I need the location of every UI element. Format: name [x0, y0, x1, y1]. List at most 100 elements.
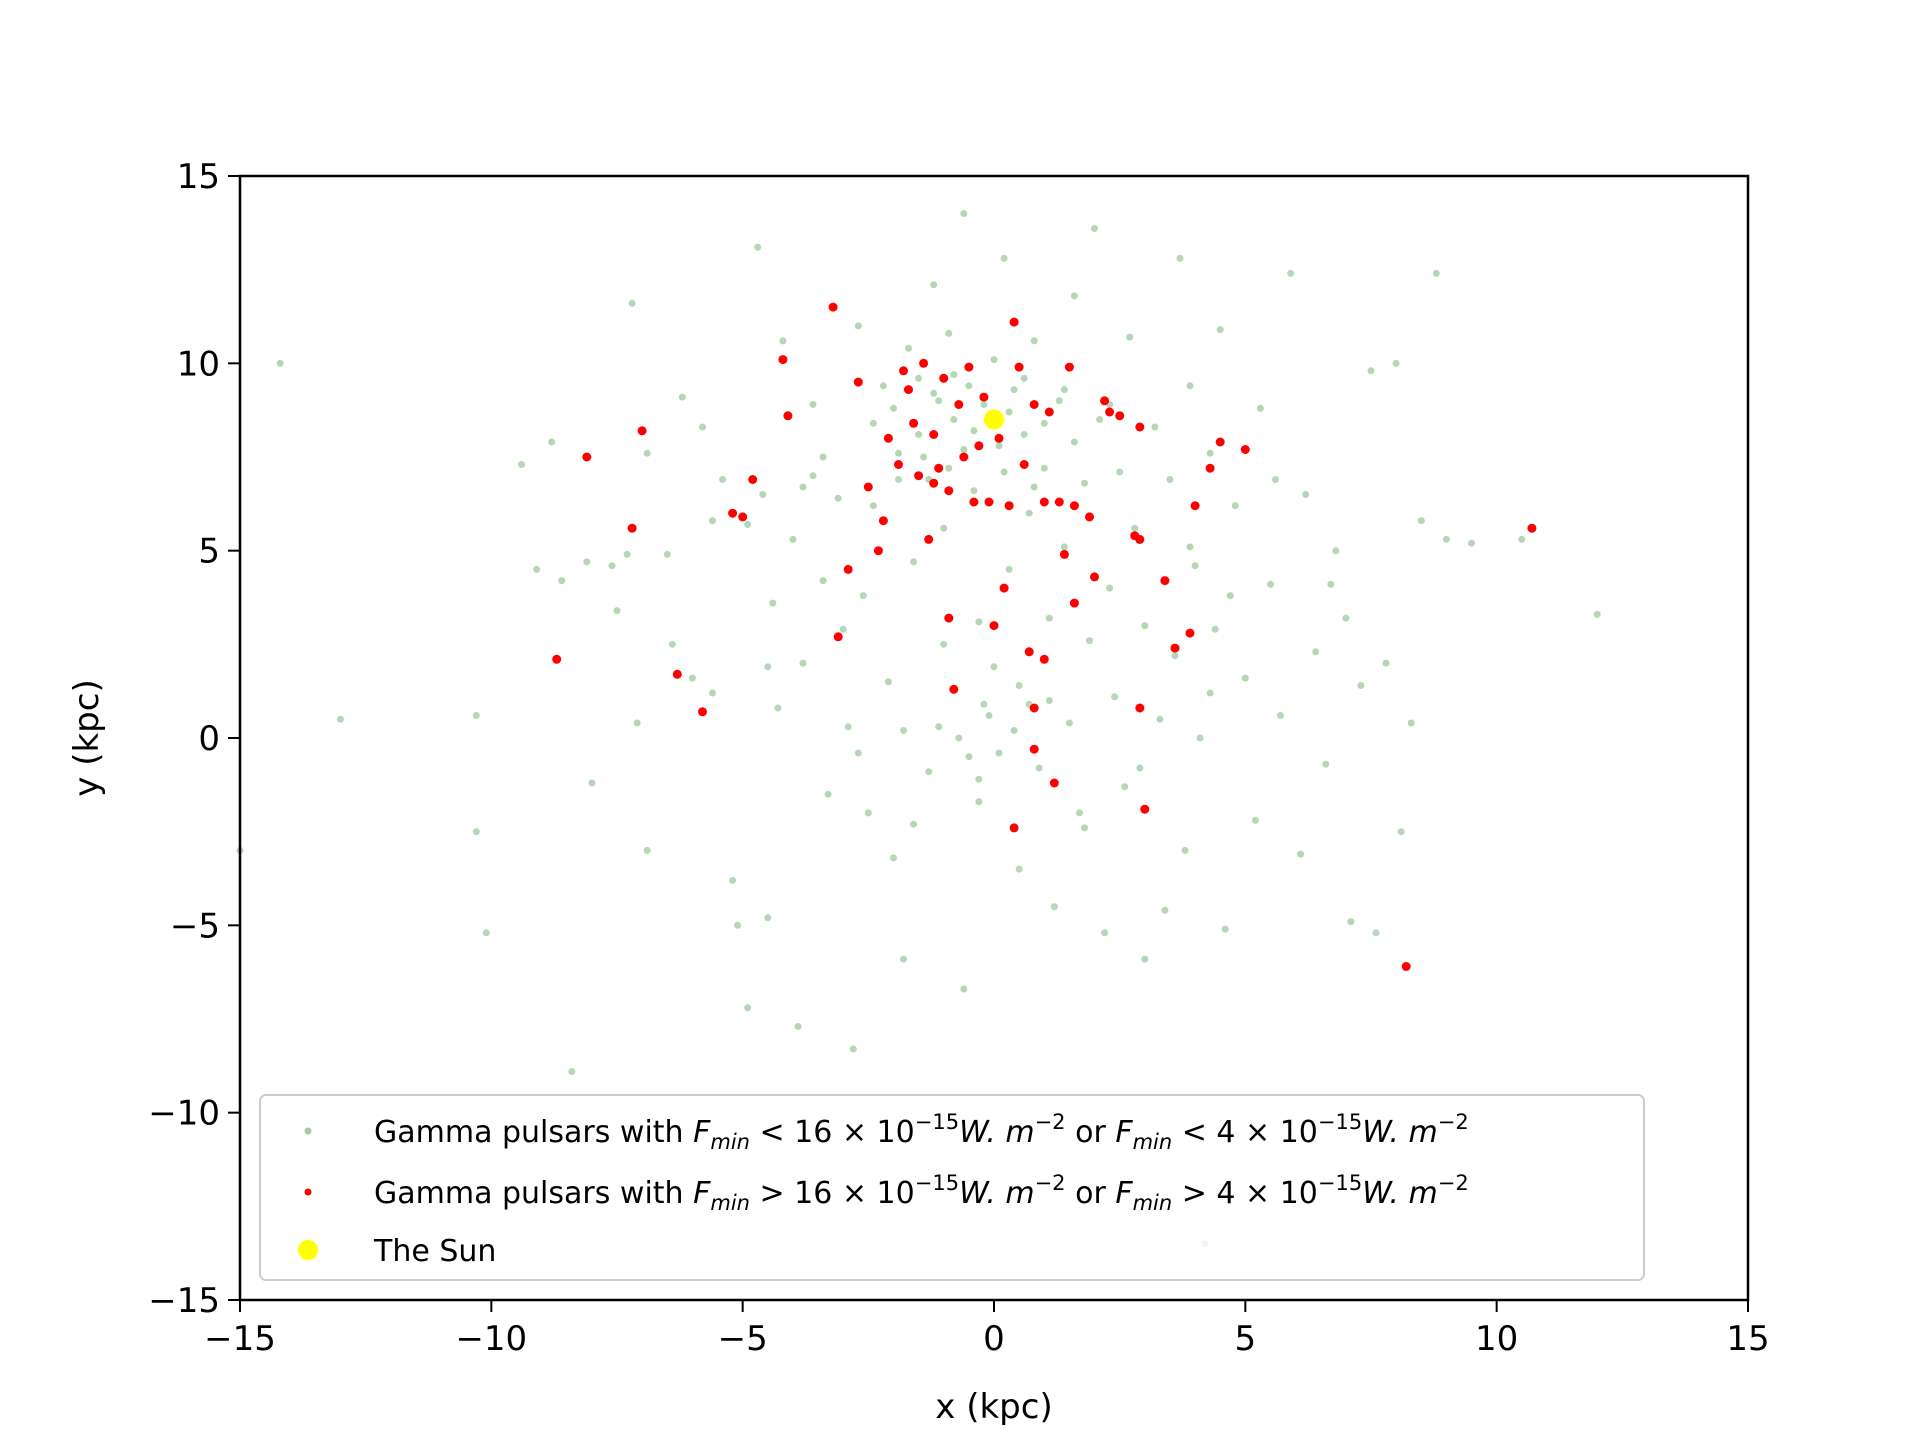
legend-entry-bright: Gamma pulsars with Fmin > 16 × 10−15W. m…	[374, 1171, 1469, 1215]
bright-pulsar-point	[904, 385, 913, 395]
bright-pulsar-point	[1064, 362, 1074, 372]
legend-bright-lead: Gamma pulsars with	[374, 1176, 693, 1211]
faint-pulsar-point	[1312, 648, 1320, 656]
bright-pulsar-point	[843, 564, 853, 574]
faint-pulsar-point	[633, 719, 641, 727]
faint-pulsar-point	[975, 775, 983, 783]
legend-bright-exp1: −15	[915, 1171, 959, 1195]
legend-entry-faint: Gamma pulsars with Fmin < 16 × 10−15W. m…	[374, 1110, 1469, 1154]
bright-pulsar-point	[924, 534, 934, 544]
bright-pulsar-point	[1140, 804, 1150, 814]
bright-pulsar-point	[1004, 501, 1014, 511]
faint-pulsar-point	[1000, 468, 1008, 476]
faint-pulsar-point	[970, 487, 978, 495]
faint-pulsar-point	[1397, 828, 1405, 836]
bright-pulsar-point	[934, 463, 944, 473]
faint-pulsar-point	[930, 281, 938, 289]
legend-entry-sun: The Sun	[373, 1234, 496, 1269]
faint-pulsar-point	[1267, 580, 1274, 588]
faint-pulsar-point	[1181, 846, 1189, 854]
bright-pulsar-point	[1135, 422, 1145, 432]
bright-pulsar-point	[994, 433, 1004, 443]
faint-pulsar-point	[1030, 337, 1038, 345]
x-tick-label: 5	[1235, 1319, 1257, 1359]
faint-pulsar-point	[1040, 419, 1048, 427]
x-tick-label: 0	[983, 1319, 1005, 1359]
faint-pulsar-point	[1116, 468, 1124, 476]
bright-pulsar-point	[1019, 460, 1029, 469]
faint-pulsar-point	[1342, 614, 1350, 622]
faint-pulsar-point	[1211, 625, 1219, 633]
bright-pulsar-point	[883, 433, 893, 443]
bright-pulsar-point	[863, 482, 873, 492]
faint-pulsar-point	[895, 476, 902, 483]
legend-marker-sun-point	[298, 1240, 318, 1260]
bright-pulsar-point	[582, 452, 592, 462]
faint-pulsar-point	[1287, 269, 1295, 277]
bright-pulsar-point	[728, 508, 738, 518]
faint-pulsar-point	[945, 329, 953, 337]
faint-pulsar-point	[729, 876, 737, 884]
bright-pulsar-point	[949, 684, 959, 694]
bright-pulsar-point	[828, 302, 838, 312]
faint-pulsar-point	[1020, 431, 1028, 438]
faint-pulsar-point	[995, 749, 1003, 757]
bright-pulsar-point	[738, 512, 748, 522]
bright-pulsar-point	[1049, 778, 1059, 788]
x-tick-label: 15	[1726, 1319, 1769, 1359]
bright-pulsar-point	[1185, 628, 1195, 638]
faint-pulsar-point	[930, 389, 938, 397]
faint-pulsar-point	[809, 401, 817, 408]
bright-pulsar-point	[833, 632, 843, 642]
faint-pulsar-point	[774, 704, 782, 712]
legend-frame	[259, 1094, 1645, 1281]
legend-faint-lead: Gamma pulsars with	[374, 1115, 693, 1150]
y-tick-label: 0	[198, 719, 220, 759]
faint-pulsar-point	[879, 382, 887, 390]
bright-pulsar-point	[1024, 647, 1034, 657]
legend-faint-sub2: min	[1133, 1130, 1173, 1154]
bright-pulsar-point	[929, 430, 939, 439]
bright-pulsar-point	[1160, 576, 1170, 586]
faint-pulsar-point	[910, 820, 918, 828]
bright-pulsar-point	[944, 486, 954, 496]
faint-pulsar-point	[1221, 925, 1229, 933]
faint-pulsar-point	[1070, 292, 1078, 300]
x-tick-label: −10	[455, 1319, 527, 1359]
faint-pulsar-point	[980, 401, 988, 408]
legend-faint-exp2: −15	[1318, 1110, 1362, 1134]
faint-pulsar-point	[960, 446, 968, 453]
faint-pulsar-point	[759, 491, 767, 498]
bright-pulsar-point	[783, 411, 793, 421]
faint-pulsar-point	[1251, 816, 1259, 824]
faint-pulsar-point	[779, 337, 787, 345]
faint-pulsar-point	[1020, 374, 1028, 382]
faint-pulsar-point	[910, 558, 918, 566]
faint-pulsar-point	[1593, 610, 1601, 618]
faint-pulsar-point	[719, 476, 727, 483]
faint-pulsar-point	[588, 779, 596, 787]
bright-pulsar-point	[929, 478, 939, 488]
faint-pulsar-point	[1156, 715, 1164, 723]
faint-pulsar-point	[663, 550, 671, 558]
faint-pulsar-point	[1060, 386, 1068, 394]
faint-pulsar-point	[1131, 524, 1139, 532]
faint-pulsar-point	[1407, 719, 1415, 727]
faint-pulsar-point	[628, 299, 636, 307]
faint-pulsar-point	[799, 659, 807, 667]
faint-pulsar-point	[1347, 918, 1355, 926]
faint-pulsar-point	[995, 442, 1003, 450]
faint-pulsar-point	[1256, 404, 1264, 412]
faint-pulsar-point	[1372, 929, 1380, 937]
bright-pulsar-point	[778, 355, 788, 365]
legend-faint-uexp2: −2	[1438, 1110, 1469, 1134]
faint-pulsar-point	[990, 663, 998, 671]
faint-pulsar-point	[890, 404, 897, 412]
faint-pulsar-point	[709, 689, 716, 697]
bright-pulsar-point	[1100, 396, 1110, 406]
faint-pulsar-point	[1096, 416, 1104, 423]
bright-pulsar-point	[984, 497, 994, 507]
x-axis-label: x (kpc)	[935, 1387, 1052, 1427]
faint-pulsar-point	[1468, 539, 1475, 547]
faint-pulsar-point	[744, 520, 752, 528]
